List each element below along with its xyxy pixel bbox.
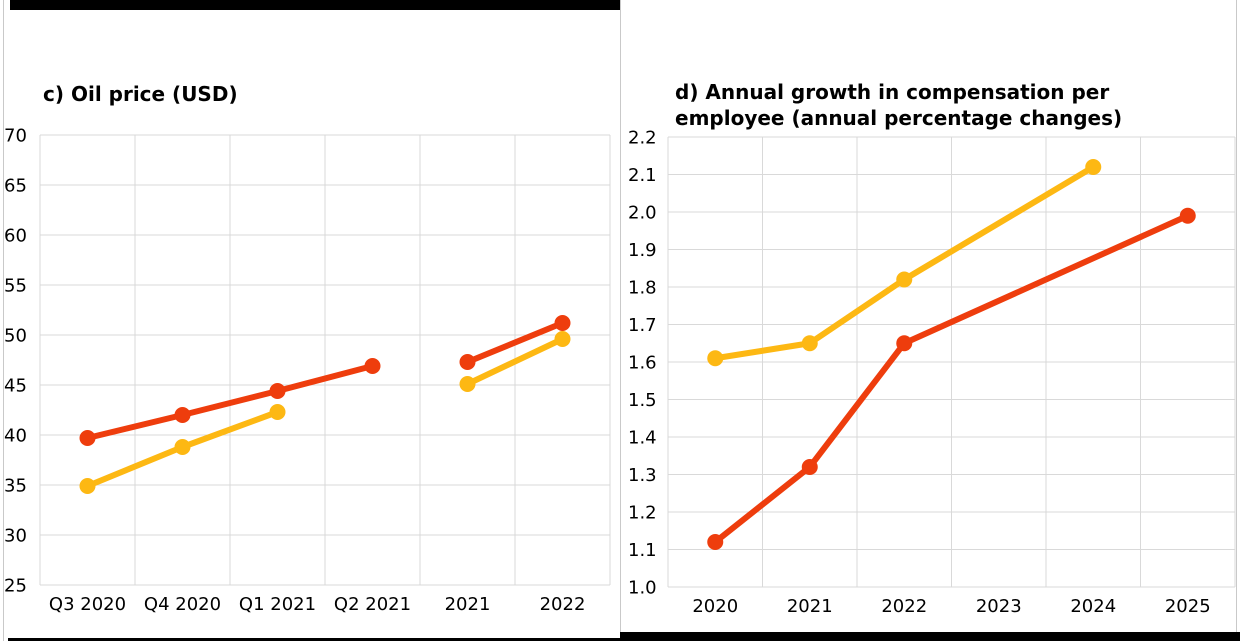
oil-red-series [79, 315, 571, 446]
compensation-chart-panel: d) Annual growth in compensation per emp… [620, 0, 1240, 641]
y-tick-label: 1.1 [628, 540, 657, 561]
right-edge-line [1236, 0, 1237, 641]
compensation-yellow-series [707, 159, 1102, 367]
grid-lines [39, 134, 611, 586]
y-tick-label: 70 [4, 125, 27, 146]
compensation-red-series [707, 207, 1196, 550]
y-tick-label: 55 [4, 275, 27, 296]
oil-yellow-marker [554, 331, 571, 347]
x-axis-labels: 2020 2021 2022 2023 2024 2025 [692, 596, 1210, 617]
y-tick-label: 1.5 [628, 390, 657, 411]
compensation-yellow-marker [1085, 159, 1102, 175]
compensation-chart: 2.22.12.01.91.81.71.61.51.41.31.21.11.02… [628, 127, 1236, 617]
compensation-red-marker [707, 534, 724, 550]
y-tick-label: 25 [4, 575, 27, 596]
y-tick-label: 1.8 [628, 277, 657, 298]
oil-red-line [464, 320, 566, 365]
compensation-yellow-marker [896, 271, 913, 288]
oil-red-marker [269, 383, 286, 399]
y-tick-label: 60 [4, 225, 27, 246]
compensation-red-marker [896, 335, 913, 352]
oil-red-line [84, 363, 376, 441]
oil-yellow-marker [174, 439, 191, 455]
x-tick-label: 2025 [1165, 596, 1211, 617]
y-tick-label: 35 [4, 475, 27, 496]
compensation-red-marker [1179, 207, 1196, 224]
y-tick-label: 1.4 [628, 427, 657, 448]
y-tick-label: 40 [4, 425, 27, 446]
compensation-red-marker [801, 459, 818, 475]
oil-yellow-line [464, 336, 566, 387]
x-tick-label: 2022 [881, 596, 927, 617]
x-tick-label: Q4 2020 [144, 594, 221, 615]
y-tick-label: 2.2 [628, 127, 657, 148]
x-tick-label: Q3 2020 [49, 594, 126, 615]
compensation-red-line [712, 212, 1191, 545]
bottom-left-accent-bar [8, 638, 620, 641]
y-tick-label: 1.2 [628, 502, 657, 523]
left-edge-line [3, 0, 4, 641]
y-tick-label: 1.6 [628, 352, 657, 373]
oil-red-marker [364, 358, 381, 374]
y-tick-label: 2.1 [628, 165, 657, 186]
x-tick-label: 2020 [692, 596, 738, 617]
y-tick-label: 1.7 [628, 315, 657, 336]
panel-divider-line [620, 0, 621, 641]
y-tick-label: 1.3 [628, 465, 657, 486]
y-axis-labels: 70 65 60 55 50 45 40 35 30 25 [4, 125, 27, 596]
oil-red-marker [554, 315, 571, 331]
compensation-chart-title: d) Annual growth in compensation per emp… [675, 80, 1123, 130]
bottom-right-accent-bar [620, 632, 1240, 641]
x-axis-labels: Q3 2020 Q4 2020 Q1 2021 Q2 2021 2021 2022 [49, 594, 585, 615]
y-axis-labels: 2.2 2.1 2.0 1.9 1.8 1.7 1.6 1.5 1.4 1.3 1.2 1.1 1.0 [628, 127, 657, 598]
x-tick-label: 2024 [1070, 596, 1116, 617]
y-tick-label: 1.9 [628, 240, 657, 261]
oil-yellow-marker [79, 478, 96, 494]
oil-yellow-marker [269, 404, 286, 420]
y-tick-label: 65 [4, 175, 27, 196]
x-tick-label: Q2 2021 [334, 594, 411, 615]
oil-chart-panel: c) Oil price (USD) 70 65 60 55 50 45 40 35 30 25 Q… [4, 82, 611, 615]
compensation-yellow-marker [801, 335, 818, 352]
compensation-yellow-marker [707, 350, 724, 367]
oil-chart: 70 65 60 55 50 45 40 35 30 25 Q3 2020 Q4 2020 Q1 202… [4, 125, 611, 615]
y-tick-label: 45 [4, 375, 27, 396]
oil-chart-title: c) Oil price (USD) [43, 82, 238, 106]
grid-lines [667, 136, 1236, 588]
oil-yellow-series [79, 331, 571, 494]
y-tick-label: 2.0 [628, 202, 657, 223]
x-tick-label: 2021 [787, 596, 833, 617]
x-tick-label: Q1 2021 [239, 594, 316, 615]
x-tick-label: 2022 [540, 594, 586, 615]
oil-yellow-marker [459, 376, 476, 392]
y-tick-label: 50 [4, 325, 27, 346]
oil-red-marker [459, 354, 476, 370]
oil-red-marker [174, 407, 191, 423]
x-tick-label: 2021 [445, 594, 491, 615]
oil-red-marker [79, 430, 96, 446]
x-tick-label: 2023 [976, 596, 1022, 617]
compensation-yellow-line [712, 164, 1097, 362]
y-tick-label: 1.0 [628, 577, 657, 598]
top-left-accent-bar [10, 0, 620, 10]
y-tick-label: 30 [4, 525, 27, 546]
